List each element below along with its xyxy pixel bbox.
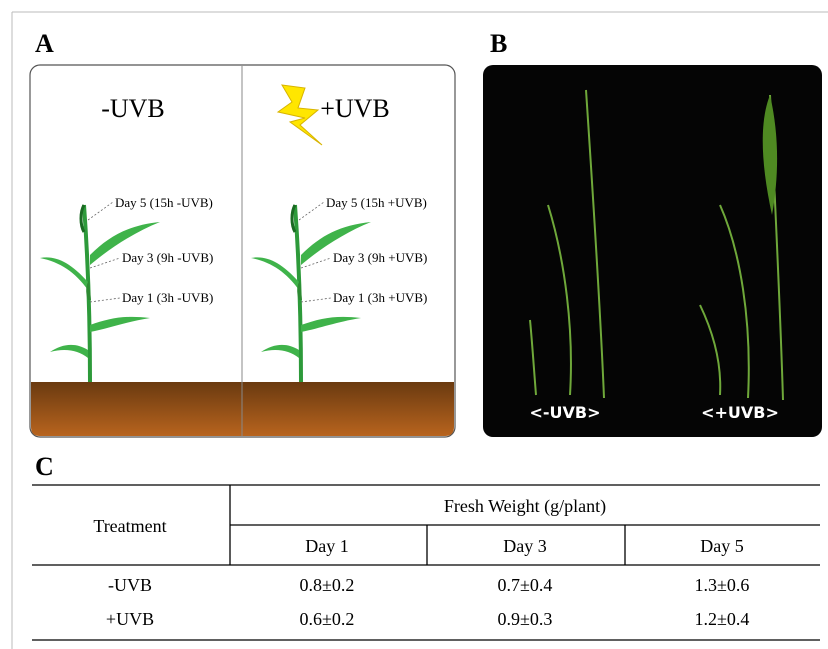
- photo-caption: <-UVB>: [529, 403, 600, 422]
- annotation: Day 5 (15h -UVB): [115, 195, 213, 210]
- uv-bolt: [276, 84, 323, 146]
- leaders: [87, 201, 332, 303]
- table-cell: 1.3±0.6: [695, 575, 750, 595]
- annotation: Day 1 (3h -UVB): [122, 290, 213, 305]
- table-rules: [32, 484, 820, 641]
- panel-label: B: [490, 29, 507, 58]
- row-label: +UVB: [106, 609, 154, 629]
- annotation: Day 3 (9h +UVB): [333, 250, 427, 265]
- row-header: Treatment: [93, 516, 166, 536]
- panel-label: A: [35, 29, 54, 58]
- table-cell: 0.8±0.2: [300, 575, 355, 595]
- column-header: Day 3: [503, 536, 547, 556]
- annotation: Day 1 (3h +UVB): [333, 290, 427, 305]
- photo: [483, 65, 822, 437]
- annotation: Day 5 (15h +UVB): [326, 195, 427, 210]
- leaves: [529, 89, 784, 401]
- group-header: Fresh Weight (g/plant): [444, 496, 606, 517]
- photo-caption: <+UVB>: [701, 403, 779, 422]
- column-header: Day 1: [305, 536, 349, 556]
- condition-title: -UVB: [101, 94, 165, 123]
- condition-title: +UVB: [320, 94, 390, 123]
- leaf: [762, 95, 778, 215]
- panel-label: C: [35, 452, 54, 481]
- table-cell: 0.9±0.3: [498, 609, 553, 629]
- annotation: Day 3 (9h -UVB): [122, 250, 213, 265]
- row-label: -UVB: [108, 575, 152, 595]
- table-cell: 0.7±0.4: [498, 575, 553, 595]
- table-cell: 0.6±0.2: [300, 609, 355, 629]
- column-header: Day 5: [700, 536, 744, 556]
- table-cell: 1.2±0.4: [695, 609, 750, 629]
